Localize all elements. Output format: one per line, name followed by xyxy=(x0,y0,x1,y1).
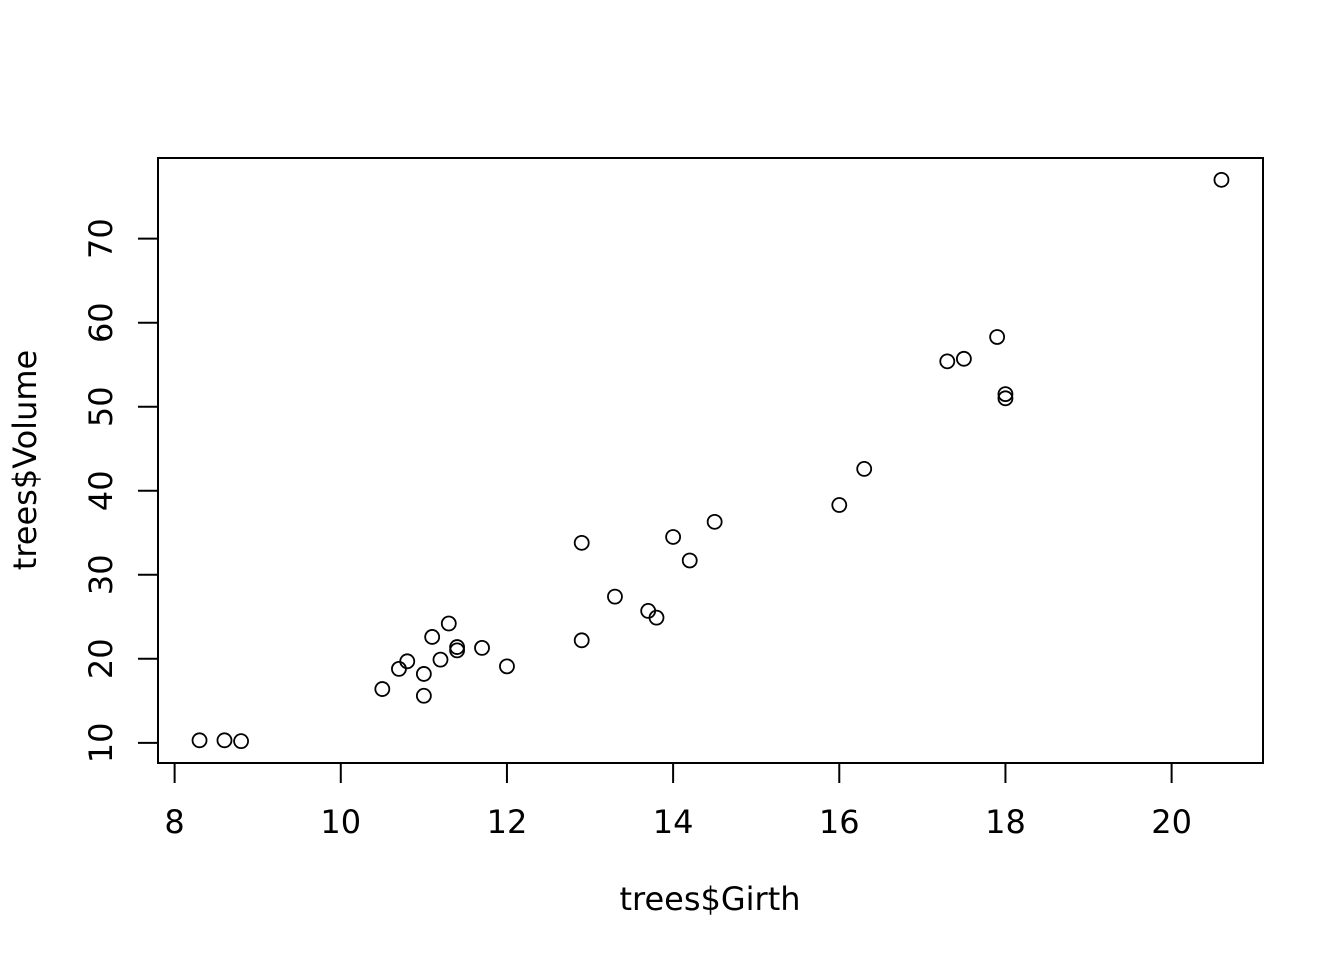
x-tick-label: 18 xyxy=(985,803,1026,841)
data-point xyxy=(191,732,208,749)
data-point xyxy=(399,653,416,670)
data-point xyxy=(415,687,432,704)
y-tick-label: 70 xyxy=(82,218,120,259)
data-point xyxy=(573,632,590,649)
data-point xyxy=(449,639,465,655)
points-layer xyxy=(191,171,1230,750)
x-axis-title: trees$Girth xyxy=(619,880,800,918)
y-tick-label: 40 xyxy=(82,470,120,511)
data-point xyxy=(216,732,233,749)
data-point xyxy=(1213,171,1230,188)
data-point xyxy=(432,651,449,668)
x-tick-label: 8 xyxy=(164,803,184,841)
data-point xyxy=(474,639,490,656)
y-tick-label: 60 xyxy=(82,302,120,343)
x-tick-label: 20 xyxy=(1151,803,1192,841)
x-tick-label: 14 xyxy=(653,803,694,841)
y-tick-label: 10 xyxy=(82,722,120,763)
data-point xyxy=(997,390,1014,407)
data-point xyxy=(440,615,457,632)
data-point xyxy=(415,666,432,682)
data-point xyxy=(706,513,723,530)
data-point xyxy=(449,642,465,659)
data-point xyxy=(956,350,972,367)
data-point xyxy=(989,329,1006,345)
data-point xyxy=(607,588,623,605)
y-axis-title: trees$Volume xyxy=(6,350,44,570)
data-point xyxy=(831,497,848,513)
data-point xyxy=(424,629,441,645)
data-point xyxy=(233,733,249,750)
data-point xyxy=(681,552,698,569)
y-tick-label: 20 xyxy=(82,638,120,679)
x-tick-label: 16 xyxy=(819,803,860,841)
x-tick-label: 10 xyxy=(320,803,361,841)
y-tick-label: 30 xyxy=(82,554,120,595)
data-point xyxy=(997,386,1014,403)
data-point xyxy=(939,353,956,370)
data-point xyxy=(665,529,682,545)
data-point xyxy=(856,461,873,477)
x-tick-label: 12 xyxy=(487,803,528,841)
x-axis: 8 10 12 14 16 18 20 xyxy=(164,762,1192,841)
data-point xyxy=(573,534,590,551)
data-point xyxy=(374,681,391,697)
plot-frame xyxy=(157,157,1264,764)
y-axis: 10 20 30 40 50 60 70 xyxy=(82,218,159,763)
y-tick-label: 50 xyxy=(82,386,120,427)
data-point xyxy=(391,660,407,677)
data-point xyxy=(648,609,665,626)
data-point xyxy=(499,658,515,675)
